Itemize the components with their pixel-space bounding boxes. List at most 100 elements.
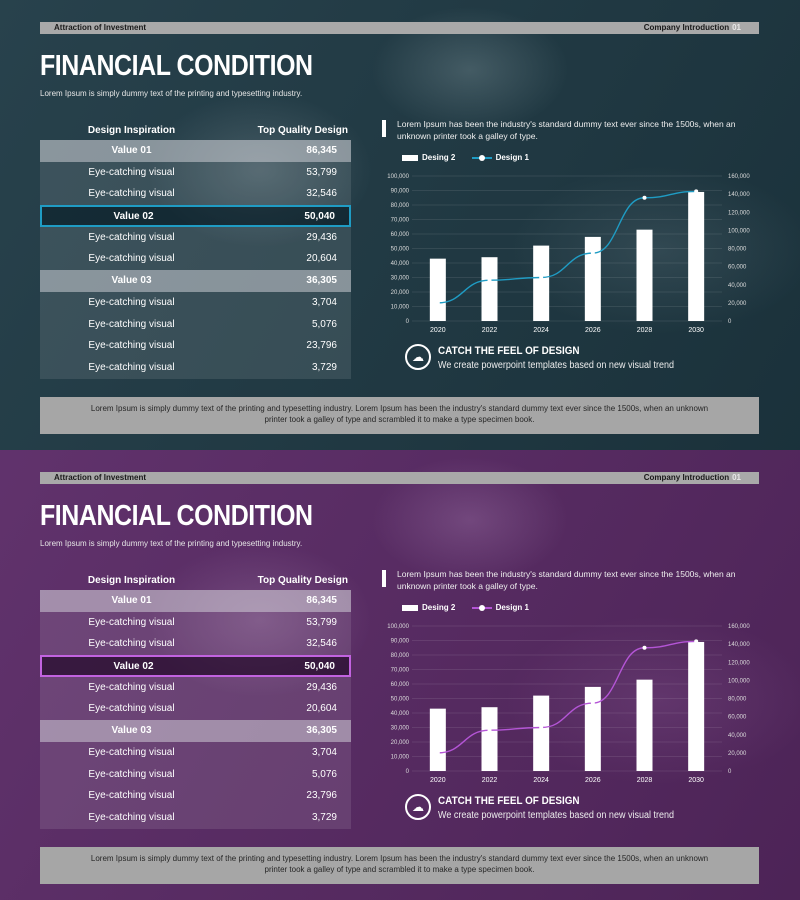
legend-label: Desing 2: [422, 153, 456, 162]
x-tick-label: 2028: [637, 327, 653, 334]
row-label: Eye-catching visual: [88, 703, 175, 715]
header-right-text: Company Introduction: [643, 473, 730, 482]
page-title: FINANCIAL CONDITION: [40, 500, 313, 532]
page-number: 01: [732, 473, 741, 482]
table-row: Value 02 50,040: [40, 655, 351, 677]
x-tick-label: 2030: [688, 777, 704, 784]
bar: [584, 236, 601, 321]
y-right-tick-label: 120,000: [728, 210, 750, 216]
row-value: 5,076: [311, 318, 337, 330]
table-row: Eye-catching visual 23,796: [40, 335, 351, 357]
row-value: 86,345: [306, 595, 337, 606]
table-row: Eye-catching visual 29,436: [40, 676, 351, 699]
line-point: [487, 278, 492, 283]
page-number: 01: [732, 23, 741, 32]
table-row: Eye-catching visual 32,546: [40, 183, 351, 206]
row-value: 23,796: [306, 340, 337, 352]
y-left-tick-label: 40,000: [391, 261, 410, 267]
row-label: Eye-catching visual: [88, 361, 175, 373]
y-left-tick-label: 30,000: [391, 276, 410, 282]
row-value: 3,729: [311, 361, 337, 373]
row-value: 20,604: [306, 703, 337, 715]
x-tick-label: 2026: [585, 327, 601, 334]
y-left-tick-label: 60,000: [391, 682, 410, 688]
row-label: Eye-catching visual: [88, 318, 175, 330]
row-value: 3,729: [311, 811, 337, 823]
table-row: Value 03 36,305: [40, 270, 351, 292]
row-value: 50,040: [304, 661, 335, 673]
row-value: 23,796: [306, 790, 337, 802]
y-left-tick-label: 100,000: [387, 624, 409, 630]
table-row: Value 01 86,345: [40, 140, 351, 162]
y-right-tick-label: 60,000: [728, 715, 747, 721]
y-left-tick-label: 60,000: [391, 232, 410, 238]
y-right-tick-label: 100,000: [728, 228, 750, 234]
bar: [688, 191, 705, 321]
row-label: Eye-catching visual: [88, 340, 175, 352]
y-left-tick-label: 0: [406, 319, 410, 325]
table-row: Value 03 36,305: [40, 720, 351, 742]
row-label: Eye-catching visual: [88, 616, 175, 628]
row-label: Value 03: [111, 725, 152, 737]
catch-title: CATCH THE FEEL OF DESIGN: [438, 795, 580, 807]
row-value: 53,799: [306, 616, 337, 628]
line-point: [539, 275, 544, 280]
y-left-tick-label: 20,000: [391, 740, 410, 746]
y-left-tick-label: 50,000: [391, 697, 410, 703]
bar: [688, 641, 705, 771]
header-bar: Attraction of Investment Company Introdu…: [40, 472, 759, 484]
line-point: [435, 300, 440, 305]
line-point: [642, 195, 647, 200]
row-value: 32,546: [306, 638, 337, 650]
header-left-label: Attraction of Investment: [54, 23, 147, 32]
y-left-tick-label: 40,000: [391, 711, 410, 717]
bar: [533, 245, 550, 321]
line-point: [487, 728, 492, 733]
row-label: Eye-catching visual: [88, 681, 175, 693]
line-point: [539, 725, 544, 730]
data-table: Design Inspiration Top Quality Design Va…: [40, 120, 351, 379]
y-right-tick-label: 160,000: [728, 174, 750, 180]
row-value: 20,604: [306, 253, 337, 265]
text-accent-bar: [382, 570, 386, 587]
row-label: Eye-catching visual: [88, 746, 175, 758]
footer-text: Lorem Ipsum is simply dummy text of the …: [40, 397, 759, 434]
row-value: 53,799: [306, 166, 337, 178]
y-left-tick-label: 50,000: [391, 247, 410, 253]
description-text: Lorem Ipsum has been the industry's stan…: [397, 569, 736, 591]
y-left-tick-label: 80,000: [391, 203, 410, 209]
chart-legend: Desing 2 Design 1: [402, 153, 529, 162]
line-point: [642, 645, 647, 650]
table-row: Eye-catching visual 5,076: [40, 763, 351, 786]
x-tick-label: 2024: [533, 327, 549, 334]
column-header: Design Inspiration: [87, 575, 176, 586]
combo-chart: 0 10,000 20,000 30,000 40,000 50,000 60,000 70,…: [387, 624, 750, 784]
row-value: 36,305: [306, 725, 337, 737]
text-accent-bar: [382, 120, 386, 137]
row-label: Value 02: [113, 661, 154, 673]
header-right-label: Company Introduction 01: [644, 472, 741, 484]
row-label: Eye-catching visual: [88, 188, 175, 200]
x-tick-label: 2022: [482, 327, 498, 334]
y-left-tick-label: 20,000: [391, 290, 410, 296]
table-row: Eye-catching visual 23,796: [40, 785, 351, 807]
row-label: Eye-catching visual: [88, 811, 175, 823]
y-right-tick-label: 40,000: [728, 283, 747, 289]
row-label: Eye-catching visual: [88, 253, 175, 265]
row-value: 32,546: [306, 188, 337, 200]
table-header: Design Inspiration Top Quality Design: [40, 120, 351, 140]
x-tick-label: 2030: [688, 327, 704, 334]
y-right-tick-label: 160,000: [728, 624, 750, 630]
table-row: Eye-catching visual 3,704: [40, 741, 351, 764]
catch-text: We create powerpoint templates based on …: [438, 360, 674, 371]
row-label: Value 02: [113, 211, 154, 223]
data-table: Design Inspiration Top Quality Design Va…: [40, 570, 351, 829]
bar: [584, 686, 601, 771]
table-row: Eye-catching visual 20,604: [40, 248, 351, 271]
column-header: Design Inspiration: [87, 125, 176, 136]
x-tick-label: 2022: [482, 777, 498, 784]
table-row: Eye-catching visual 29,436: [40, 226, 351, 249]
row-label: Eye-catching visual: [88, 790, 175, 802]
page-subtitle: Lorem Ipsum is simply dummy text of the …: [40, 539, 303, 548]
